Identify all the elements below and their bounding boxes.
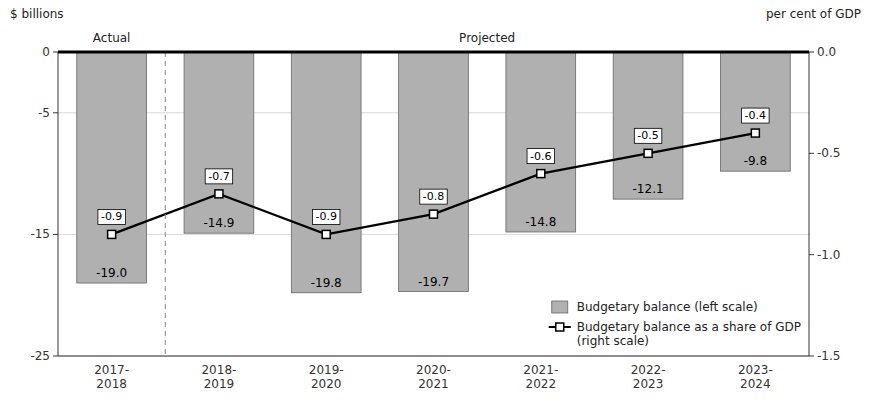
y-tick xyxy=(53,234,58,235)
bar-label: -9.8 xyxy=(744,154,767,168)
text-line: Budgetary balance (left scale) xyxy=(577,300,758,314)
x-tick-label: 2017-2018 xyxy=(94,363,129,391)
bar-label: -19.7 xyxy=(418,275,449,289)
text-line: 2018- xyxy=(201,363,236,377)
text-line: 2023 xyxy=(633,377,664,391)
y2-tick-label: -1.0 xyxy=(817,248,840,262)
bar xyxy=(506,52,576,232)
text-line: 2020- xyxy=(416,363,451,377)
line-label-box xyxy=(742,108,769,123)
line-label: -0.6 xyxy=(530,150,551,163)
bar-label: -14.8 xyxy=(525,215,556,229)
text-line: 2017- xyxy=(94,363,129,377)
x-tick-label: 2023-2024 xyxy=(738,363,773,391)
line-label: -0.7 xyxy=(208,170,229,183)
bar xyxy=(77,52,147,283)
y-tick xyxy=(53,112,58,113)
y2-tick-label: 0.0 xyxy=(817,45,836,59)
grid-line xyxy=(58,52,809,53)
y2-axis-line xyxy=(809,52,810,356)
text-line: Budgetary balance as a share of GDP xyxy=(577,320,801,334)
y-axis-label: $ billions xyxy=(10,7,64,21)
x-tick-label: 2020-2021 xyxy=(416,363,451,391)
x-tick-label: 2019-2020 xyxy=(309,363,344,391)
bar-label: -19.0 xyxy=(96,266,127,280)
axes: 0-5-15-250.0-0.5-1.0-1.52017-20182018-20… xyxy=(30,45,840,391)
bar-label: -14.9 xyxy=(203,216,234,230)
x-tick-label: 2022-2023 xyxy=(631,363,666,391)
line-marker xyxy=(215,190,223,198)
x-tick-label: 2018-2019 xyxy=(201,363,236,391)
x-tick-label: 2021-2022 xyxy=(523,363,558,391)
legend-label: Budgetary balance as a share of GDP(righ… xyxy=(577,320,801,348)
text-line: (right scale) xyxy=(577,334,649,348)
line-label-box xyxy=(420,189,447,204)
x-axis-line xyxy=(58,356,809,357)
line-marker xyxy=(430,210,438,218)
line-label-box xyxy=(634,128,661,143)
line-label-box xyxy=(205,169,232,184)
line-marker xyxy=(108,230,116,238)
annotation: Projected xyxy=(459,31,515,45)
y2-axis-label: per cent of GDP xyxy=(766,7,861,21)
text-line: 2021 xyxy=(418,377,449,391)
legend-label: Budgetary balance (left scale) xyxy=(577,300,758,314)
annotation: Actual xyxy=(93,31,131,45)
text-line: 2022 xyxy=(526,377,557,391)
marks xyxy=(77,52,790,293)
y2-tick-label: -0.5 xyxy=(817,146,840,160)
y-tick-label: -15 xyxy=(30,227,50,241)
text-line: 2023- xyxy=(738,363,773,377)
y-tick-label: 0 xyxy=(42,45,50,59)
bar xyxy=(291,52,361,293)
y2-tick xyxy=(809,254,814,255)
bar xyxy=(720,52,790,171)
line-label-box xyxy=(527,149,554,164)
grid xyxy=(58,52,809,356)
line-marker xyxy=(751,129,759,137)
legend-swatch xyxy=(552,301,568,313)
y-tick xyxy=(53,52,58,53)
line-label-box xyxy=(98,209,125,224)
line-label: -0.9 xyxy=(315,210,336,223)
y2-tick xyxy=(809,52,814,53)
line-label: -0.5 xyxy=(637,129,658,142)
text-line: 2019- xyxy=(309,363,344,377)
text-line: 2020 xyxy=(311,377,342,391)
text-line: 2021- xyxy=(523,363,558,377)
divider xyxy=(165,52,166,356)
text-line: 2019 xyxy=(204,377,235,391)
text-line: 2022- xyxy=(631,363,666,377)
line-label-box xyxy=(312,209,339,224)
chart: -19.0 -14.9 -19.8 -19.7 -14.8 -12.1 -9.8 -0.9 -0… xyxy=(0,0,871,418)
data-labels: -19.0 -14.9 -19.8 -19.7 -14.8 -12.1 -9.8 -0.9 -0… xyxy=(96,108,769,290)
zero-line xyxy=(58,51,809,54)
y-axis-line xyxy=(58,52,59,356)
text-line: 2024 xyxy=(740,377,771,391)
y-tick xyxy=(53,356,58,357)
line-marker xyxy=(644,149,652,157)
y-tick-label: -25 xyxy=(30,349,50,363)
legend: Budgetary balance (left scale) Budgetary … xyxy=(549,300,801,348)
line-label: -0.8 xyxy=(423,190,444,203)
line-marker xyxy=(322,230,330,238)
bar xyxy=(184,52,254,233)
legend-swatch-marker xyxy=(556,323,564,331)
y2-tick xyxy=(809,153,814,154)
bar-label: -12.1 xyxy=(633,182,664,196)
bar xyxy=(613,52,683,199)
y-tick-label: -5 xyxy=(38,106,50,120)
line-label: -0.9 xyxy=(101,210,122,223)
text-line: 2018 xyxy=(96,377,127,391)
line-marker xyxy=(537,170,545,178)
line xyxy=(112,133,756,234)
bar-label: -19.8 xyxy=(311,276,342,290)
grid-line xyxy=(58,356,809,357)
line-label: -0.4 xyxy=(745,109,766,122)
y2-tick xyxy=(809,356,814,357)
y2-tick-label: -1.5 xyxy=(817,349,840,363)
bar xyxy=(399,52,469,292)
